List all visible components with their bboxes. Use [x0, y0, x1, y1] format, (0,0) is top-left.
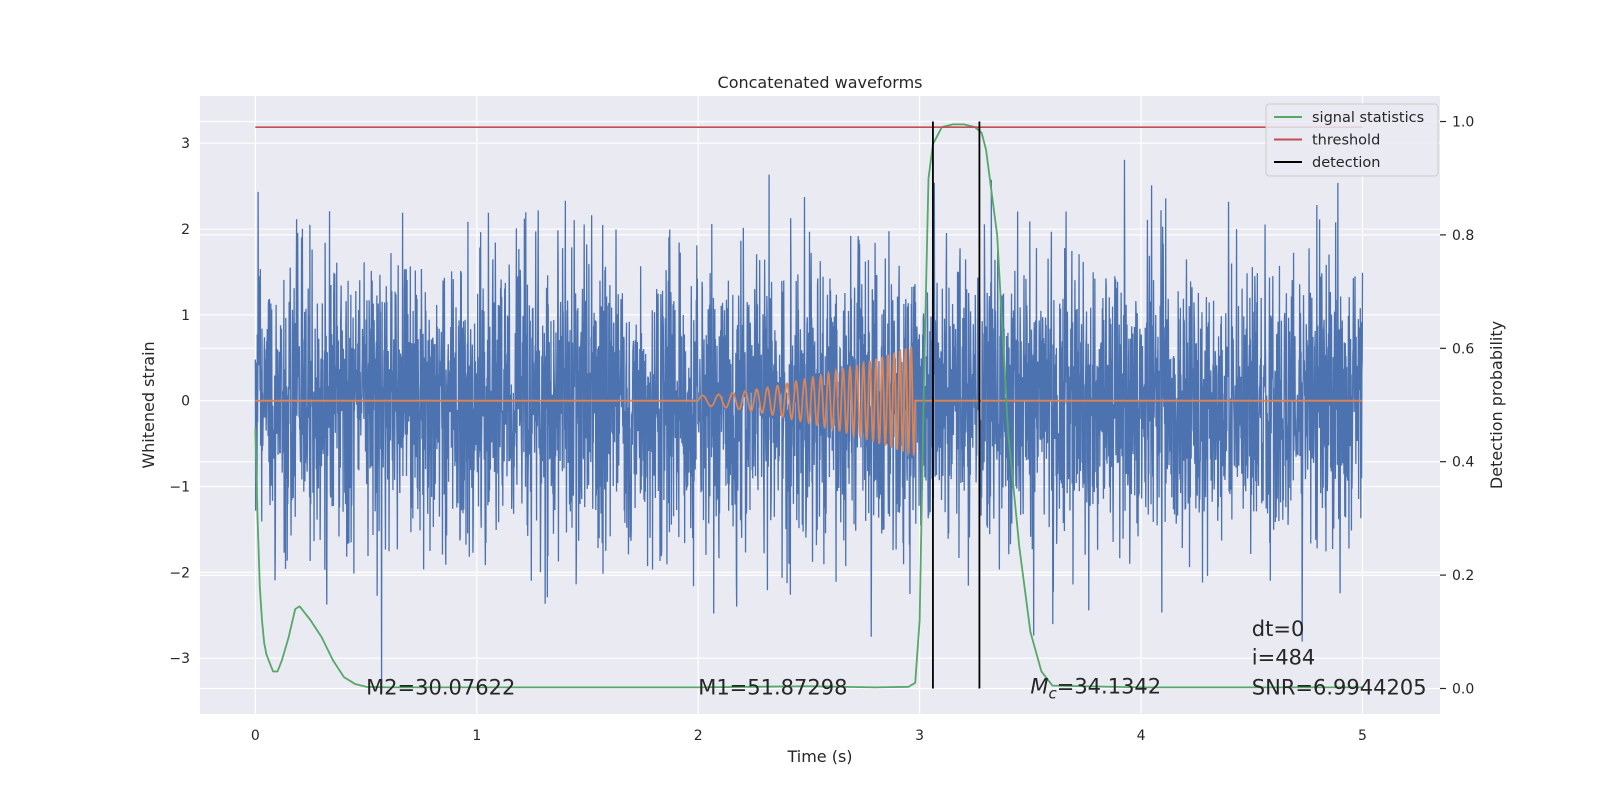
x-tick-label: 1 — [472, 728, 481, 744]
y-right-axis-label: Detection probability — [1487, 321, 1506, 489]
y-right-tick-label: 1.0 — [1452, 115, 1474, 131]
detection-series — [932, 121, 981, 689]
y-left-tick-label: 2 — [181, 222, 190, 238]
chart-legend: signal statistics threshold detection — [1265, 103, 1439, 177]
legend-box — [1265, 103, 1439, 177]
chart-title: Concatenated waveforms — [718, 73, 923, 92]
x-axis-label: Time (s) — [786, 747, 852, 766]
y-left-axis-label: Whitened strain — [139, 341, 158, 468]
y-left-tick-label: −1 — [169, 480, 190, 496]
whitened-strain-series — [254, 159, 1364, 693]
y-left-tick-label: −2 — [169, 565, 190, 581]
x-tick-label: 2 — [694, 728, 703, 744]
y-right-tick-label: 0.6 — [1452, 341, 1474, 357]
y-left-tick-label: 1 — [181, 308, 190, 324]
annotation-text: dt=0 — [1252, 617, 1305, 641]
y-right-tick-label: 0.2 — [1452, 568, 1474, 584]
legend-label: detection — [1312, 155, 1380, 171]
annotation-text: M1=51.87298 — [698, 676, 847, 700]
x-tick-label: 5 — [1358, 728, 1367, 744]
x-tick-label: 3 — [915, 728, 924, 744]
signal-statistics-line — [254, 123, 1363, 689]
y-right-tick-label: 0.4 — [1452, 455, 1474, 471]
x-tick-label: 4 — [1137, 728, 1146, 744]
x-axis-ticks: 0 1 2 3 4 5 — [251, 728, 1367, 744]
chirp-line — [255, 346, 1363, 457]
annotation-text: i=484 — [1252, 645, 1316, 669]
waveform-template-series — [255, 346, 1363, 457]
y-left-tick-label: 0 — [181, 394, 190, 410]
legend-label: signal statistics — [1312, 110, 1424, 126]
y-right-tick-label: 0.8 — [1452, 228, 1474, 244]
y-left-tick-label: −3 — [169, 651, 190, 667]
y-left-tick-label: 3 — [181, 136, 190, 152]
legend-label: threshold — [1312, 133, 1380, 149]
y-right-tick-label: 0.0 — [1452, 681, 1474, 697]
annotation-text: SNR=6.9944205 — [1252, 676, 1427, 700]
annotations: M2=30.07622 M1=51.87298 Mc=34.1342 dt=0 i=48… — [366, 617, 1427, 703]
y-right-axis-ticks: 0.0 0.2 0.4 0.6 0.8 1.0 — [1440, 115, 1474, 697]
whitened-strain-line — [254, 159, 1364, 693]
y-left-axis-ticks: −3 −2 −1 0 1 2 3 — [169, 136, 190, 667]
x-tick-label: 0 — [251, 728, 260, 744]
annotation-text: M2=30.07622 — [366, 676, 515, 700]
signal-statistics-series — [254, 123, 1363, 689]
annotation-text: Mc=34.1342 — [1030, 675, 1161, 703]
